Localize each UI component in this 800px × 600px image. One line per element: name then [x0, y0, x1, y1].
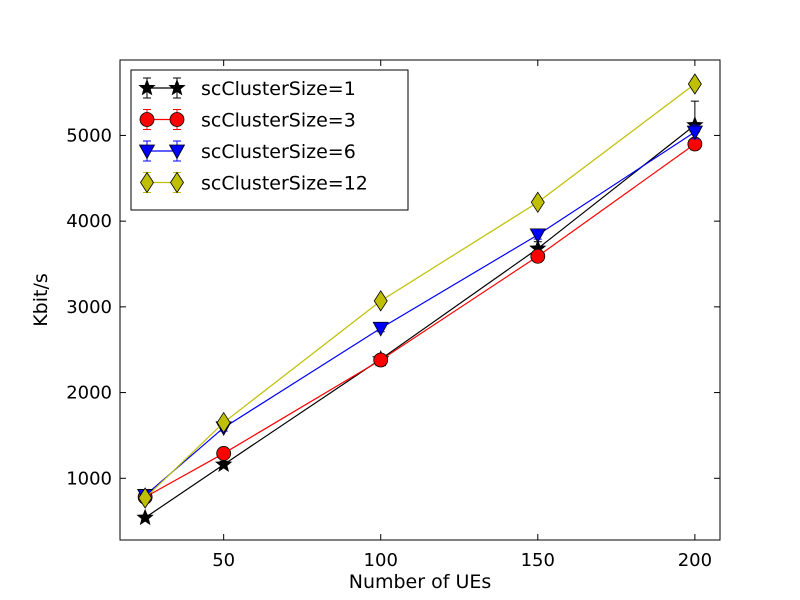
x-tick-label: 150	[521, 550, 555, 571]
legend-label: scClusterSize=3	[201, 110, 356, 132]
legend-marker	[138, 144, 156, 160]
y-tick-label: 1000	[66, 468, 112, 489]
legend-marker	[140, 171, 154, 194]
x-axis-label: Number of UEs	[349, 571, 492, 593]
legend-label: scClusterSize=6	[201, 141, 356, 163]
y-tick-label: 2000	[66, 383, 112, 404]
series-2	[137, 136, 703, 505]
legend-marker	[169, 112, 185, 127]
legend-marker	[168, 78, 186, 96]
data-point	[216, 446, 232, 461]
legend-label: scClusterSize=12	[201, 173, 368, 195]
data-point	[216, 411, 231, 434]
legend-item: scClusterSize=3	[139, 109, 356, 132]
legend-item: scClusterSize=12	[140, 171, 368, 195]
data-point	[136, 508, 154, 526]
data-point	[530, 248, 546, 264]
data-point	[686, 125, 704, 141]
x-tick-label: 100	[364, 550, 398, 571]
axis-ticks: 50 100 150 200 1000 2000 3000 4000 5000	[66, 60, 720, 571]
legend-marker	[139, 112, 155, 127]
legend-label: scClusterSize=1	[201, 78, 356, 100]
data-point	[529, 228, 546, 244]
legend-marker	[138, 78, 156, 96]
legend-marker	[170, 171, 184, 194]
data-point	[138, 487, 153, 509]
y-tick-label: 5000	[66, 125, 112, 146]
plot-frame	[119, 59, 721, 541]
y-tick-label: 3000	[66, 297, 112, 318]
data-point	[530, 191, 545, 214]
series-4	[138, 73, 702, 509]
data-point	[373, 290, 388, 312]
legend-item: scClusterSize=6	[138, 140, 356, 163]
data-point	[214, 455, 233, 472]
x-tick-label: 200	[678, 550, 712, 571]
y-tick-label: 4000	[66, 211, 112, 232]
plot-area	[136, 73, 704, 526]
legend: scClusterSize=1 scClusterSize=3 scClusterS…	[130, 69, 409, 211]
data-point	[372, 321, 389, 337]
data-point	[687, 73, 702, 95]
legend-item: scClusterSize=1	[138, 77, 356, 100]
data-point	[373, 352, 389, 368]
legend-marker	[168, 144, 186, 160]
x-tick-label: 50	[212, 550, 235, 571]
y-axis-label: Kbit/s	[30, 273, 52, 327]
